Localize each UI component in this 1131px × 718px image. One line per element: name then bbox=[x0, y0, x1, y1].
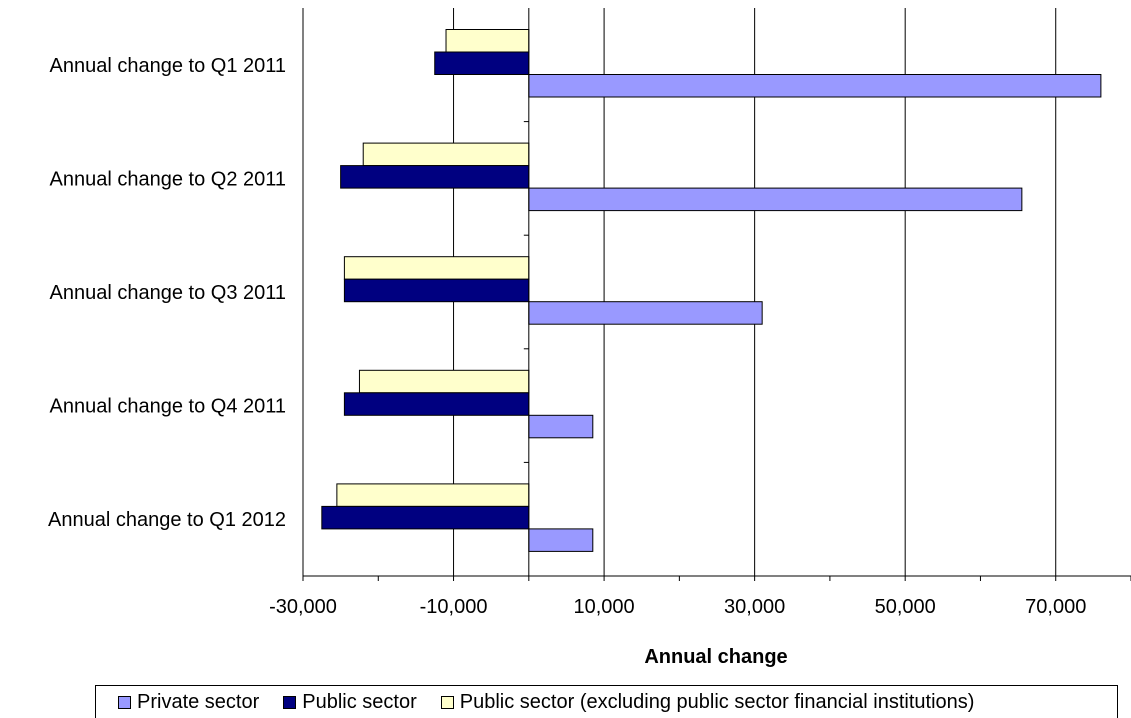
x-axis-title: Annual change bbox=[644, 646, 787, 668]
bar bbox=[445, 29, 530, 53]
category-label: Annual change to Q1 2011 bbox=[50, 55, 286, 77]
legend-item: Private sector bbox=[118, 691, 259, 714]
bar bbox=[362, 142, 530, 167]
bar bbox=[343, 256, 530, 280]
bar bbox=[340, 165, 530, 189]
chart: Annual change to Q1 2011 Annual change to… bbox=[48, 8, 1131, 668]
x-tick-label: 30,000 bbox=[724, 596, 785, 618]
axis-labels: Annual change to Q1 2011 Annual change to… bbox=[48, 55, 1086, 618]
legend-swatch bbox=[283, 695, 297, 709]
x-tick-label: -10,000 bbox=[420, 596, 488, 618]
bars bbox=[321, 29, 1102, 552]
category-label: Annual change to Q2 2011 bbox=[50, 168, 286, 190]
category-label: Annual change to Q3 2011 bbox=[50, 282, 286, 304]
legend-label: Public sector (excluding public sector f… bbox=[459, 690, 975, 713]
x-tick-label: 10,000 bbox=[574, 596, 635, 618]
category-label: Annual change to Q4 2011 bbox=[50, 396, 286, 418]
bar bbox=[358, 369, 530, 394]
axes bbox=[302, 8, 1131, 581]
legend: Private sector Public sector Public sector… bbox=[95, 685, 1118, 718]
x-tick-label: 50,000 bbox=[875, 596, 936, 618]
bar bbox=[528, 414, 594, 439]
bar bbox=[343, 392, 530, 416]
bar bbox=[434, 51, 530, 75]
bar bbox=[528, 74, 1102, 98]
bar bbox=[336, 483, 530, 507]
bar bbox=[528, 301, 763, 325]
category-label: Annual change to Q1 2012 bbox=[48, 509, 286, 531]
legend-label: Private sector bbox=[137, 690, 260, 713]
legend-item: Public sector (excluding public sector f… bbox=[440, 690, 975, 714]
gridlines bbox=[453, 8, 1057, 576]
legend-swatch bbox=[440, 695, 454, 709]
legend-item: Public sector bbox=[283, 691, 417, 714]
bar bbox=[528, 187, 1023, 212]
x-tick-label: 70,000 bbox=[1025, 596, 1086, 618]
bar bbox=[343, 278, 530, 303]
legend-swatch bbox=[118, 695, 131, 709]
x-tick-label: -30,000 bbox=[269, 596, 337, 618]
bar bbox=[528, 528, 594, 552]
legend-label: Public sector bbox=[302, 690, 417, 713]
bar bbox=[321, 505, 530, 530]
